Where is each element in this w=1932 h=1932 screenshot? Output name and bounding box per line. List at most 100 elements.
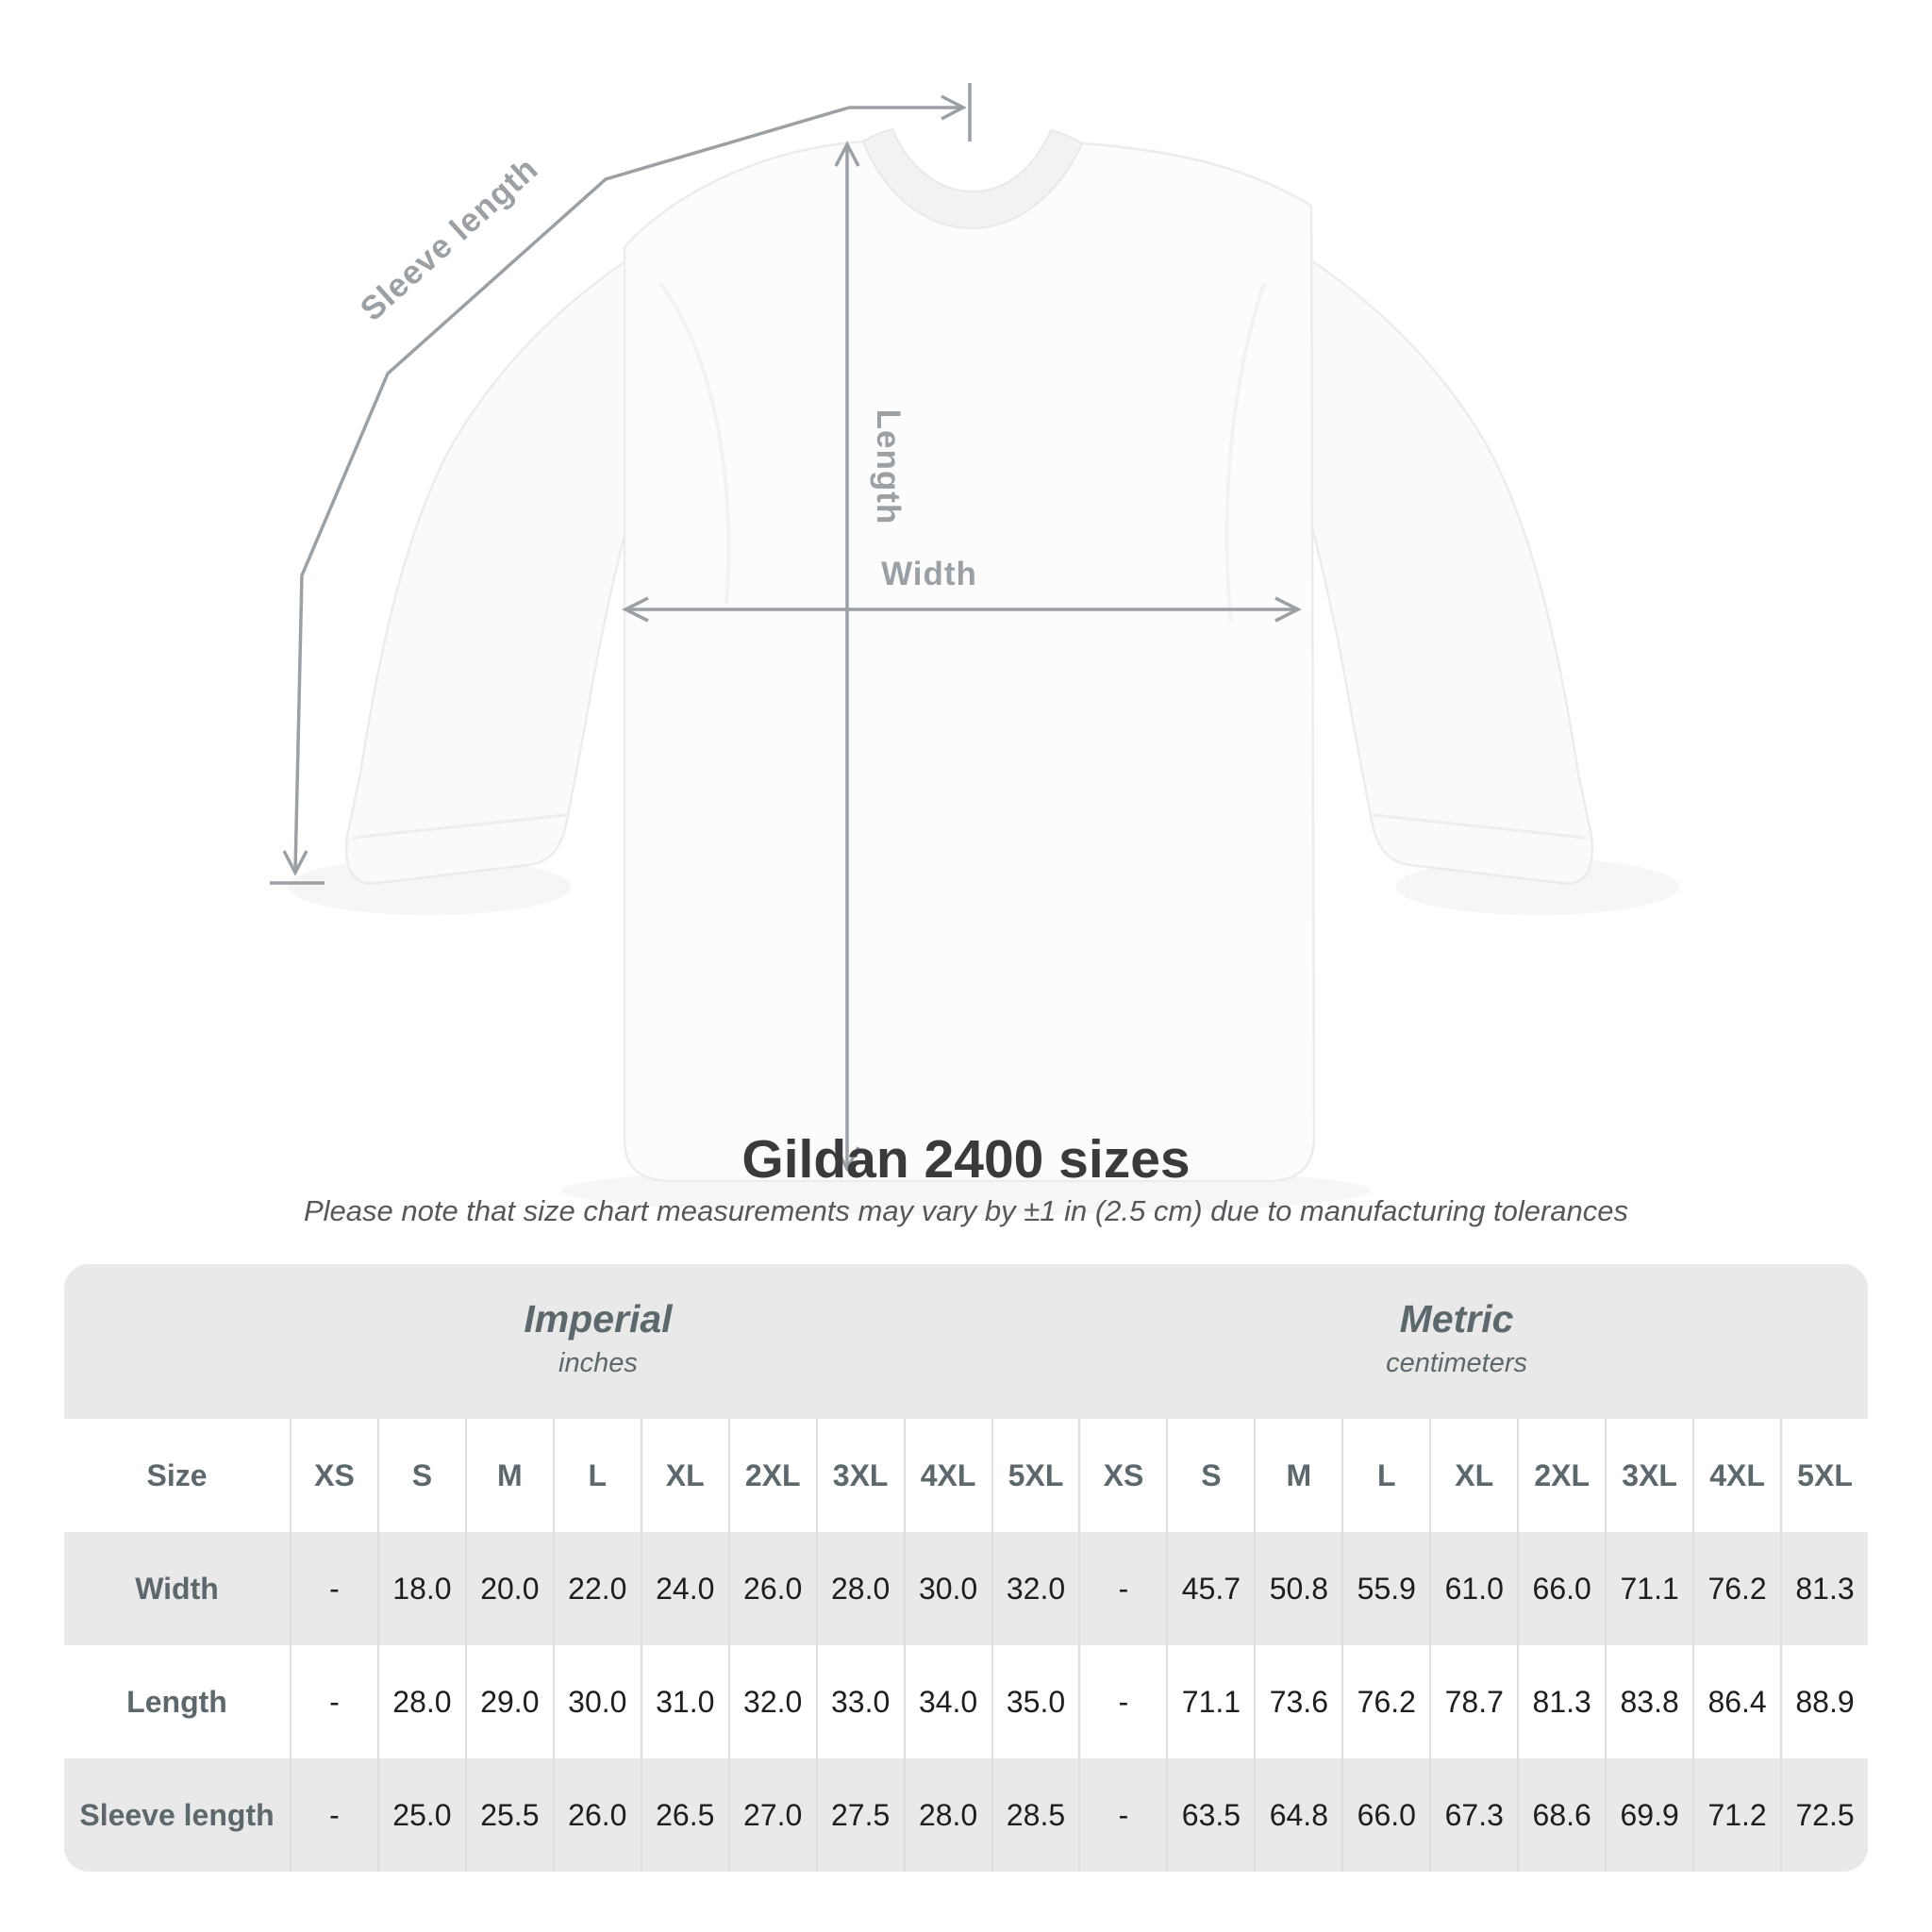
column-header-metric-2xl: 2XL xyxy=(1517,1419,1606,1532)
value-cell: 71.1 xyxy=(1605,1532,1693,1645)
value-cell: 26.0 xyxy=(727,1532,816,1645)
value-cell: 28.5 xyxy=(991,1758,1079,1872)
value-cell: 25.0 xyxy=(376,1758,465,1872)
metric-sublabel: centimeters xyxy=(1386,1348,1528,1379)
collar xyxy=(861,127,1084,230)
column-header-imperial-4xl: 4XL xyxy=(903,1419,991,1532)
length-measure-line xyxy=(834,141,860,1173)
value-cell: 61.0 xyxy=(1429,1532,1518,1645)
value-cell: 68.6 xyxy=(1517,1758,1606,1872)
value-cell: 35.0 xyxy=(991,1645,1079,1758)
column-header-imperial-5xl: 5XL xyxy=(991,1419,1079,1532)
value-cell: 66.0 xyxy=(1341,1758,1430,1872)
column-header-metric-4xl: 4XL xyxy=(1692,1419,1781,1532)
value-cell: 32.0 xyxy=(727,1645,816,1758)
column-header-metric-5xl: 5XL xyxy=(1780,1419,1868,1532)
size-table-grid: Size XS S M L XL 2XL 3XL 4XL 5XL XS S M L XL 2XL 3XL 4XL 5… xyxy=(64,1419,1868,1872)
value-cell: 67.3 xyxy=(1429,1758,1518,1872)
column-header-imperial-xs: XS xyxy=(290,1419,377,1532)
value-cell: 28.0 xyxy=(903,1758,991,1872)
page-title: Gildan 2400 sizes xyxy=(741,1129,1191,1190)
left-cuff-seam xyxy=(352,813,567,840)
shirt-diagram: Sleeve length Length Width xyxy=(270,83,1594,1183)
fold-line xyxy=(1224,282,1266,624)
value-cell: 78.7 xyxy=(1429,1645,1518,1758)
value-cell: - xyxy=(1078,1532,1167,1645)
value-cell: 81.3 xyxy=(1780,1532,1868,1645)
shirt-body xyxy=(623,140,1316,1183)
value-cell: 81.3 xyxy=(1517,1645,1606,1758)
value-cell: 88.9 xyxy=(1780,1645,1868,1758)
sleeve-length-label: Sleeve length xyxy=(354,150,545,328)
value-cell: 33.0 xyxy=(815,1645,904,1758)
imperial-label: Imperial xyxy=(524,1297,673,1341)
imperial-sublabel: inches xyxy=(558,1348,638,1379)
value-cell: 32.0 xyxy=(991,1532,1079,1645)
value-cell: 27.0 xyxy=(727,1758,816,1872)
value-cell: - xyxy=(290,1645,377,1758)
size-column-header: Size xyxy=(64,1419,290,1532)
right-sleeve xyxy=(1091,162,1594,885)
value-cell: 26.5 xyxy=(640,1758,728,1872)
size-table: Imperial inches Metric centimeters Size X… xyxy=(64,1264,1868,1872)
value-cell: 71.1 xyxy=(1166,1645,1255,1758)
row-label: Sleeve length xyxy=(64,1758,290,1872)
value-cell: 28.0 xyxy=(376,1645,465,1758)
value-cell: 66.0 xyxy=(1517,1532,1606,1645)
left-sleeve xyxy=(344,162,843,885)
value-cell: 55.9 xyxy=(1341,1532,1430,1645)
value-cell: 76.2 xyxy=(1341,1645,1430,1758)
column-header-imperial-l: L xyxy=(552,1419,641,1532)
value-cell: 30.0 xyxy=(903,1532,991,1645)
unit-group-imperial: Imperial inches xyxy=(524,1297,673,1379)
value-cell: - xyxy=(290,1758,377,1872)
value-cell: 22.0 xyxy=(552,1532,641,1645)
value-cell: 64.8 xyxy=(1254,1758,1342,1872)
value-cell: 86.4 xyxy=(1692,1645,1781,1758)
value-cell: 20.0 xyxy=(464,1532,553,1645)
value-cell: 71.2 xyxy=(1692,1758,1781,1872)
width-measure-line xyxy=(622,596,1302,623)
value-cell: - xyxy=(290,1532,377,1645)
sleeve-length-measure-line xyxy=(270,83,972,885)
column-header-metric-xs: XS xyxy=(1078,1419,1167,1532)
fold-line xyxy=(658,281,731,605)
value-cell: 29.0 xyxy=(464,1645,553,1758)
value-cell: - xyxy=(1078,1758,1167,1872)
value-cell: - xyxy=(1078,1645,1167,1758)
value-cell: 18.0 xyxy=(376,1532,465,1645)
value-cell: 24.0 xyxy=(640,1532,728,1645)
column-header-metric-xl: XL xyxy=(1429,1419,1518,1532)
value-cell: 83.8 xyxy=(1605,1645,1693,1758)
row-label: Width xyxy=(64,1532,290,1645)
column-header-metric-s: S xyxy=(1166,1419,1255,1532)
value-cell: 69.9 xyxy=(1605,1758,1693,1872)
column-header-metric-l: L xyxy=(1341,1419,1430,1532)
value-cell: 45.7 xyxy=(1166,1532,1255,1645)
value-cell: 50.8 xyxy=(1254,1532,1342,1645)
value-cell: 76.2 xyxy=(1692,1532,1781,1645)
value-cell: 28.0 xyxy=(815,1532,904,1645)
value-cell: 31.0 xyxy=(640,1645,728,1758)
column-header-imperial-2xl: 2XL xyxy=(727,1419,816,1532)
value-cell: 34.0 xyxy=(903,1645,991,1758)
column-header-metric-m: M xyxy=(1254,1419,1342,1532)
length-label: Length xyxy=(870,409,907,525)
column-header-imperial-xl: XL xyxy=(640,1419,728,1532)
row-label: Length xyxy=(64,1645,290,1758)
value-cell: 26.0 xyxy=(552,1758,641,1872)
value-cell: 25.5 xyxy=(464,1758,553,1872)
column-header-metric-3xl: 3XL xyxy=(1605,1419,1693,1532)
value-cell: 63.5 xyxy=(1166,1758,1255,1872)
tolerance-note: Please note that size chart measurements… xyxy=(303,1194,1629,1227)
unit-band: Imperial inches Metric centimeters xyxy=(64,1264,1868,1419)
width-label: Width xyxy=(881,556,977,592)
right-cuff-seam xyxy=(1372,813,1587,840)
value-cell: 73.6 xyxy=(1254,1645,1342,1758)
value-cell: 72.5 xyxy=(1780,1758,1868,1872)
shirt-illustration: Sleeve length Length Width xyxy=(270,83,1594,1183)
value-cell: 27.5 xyxy=(815,1758,904,1872)
unit-group-metric: Metric centimeters xyxy=(1386,1297,1528,1379)
metric-label: Metric xyxy=(1399,1297,1514,1341)
